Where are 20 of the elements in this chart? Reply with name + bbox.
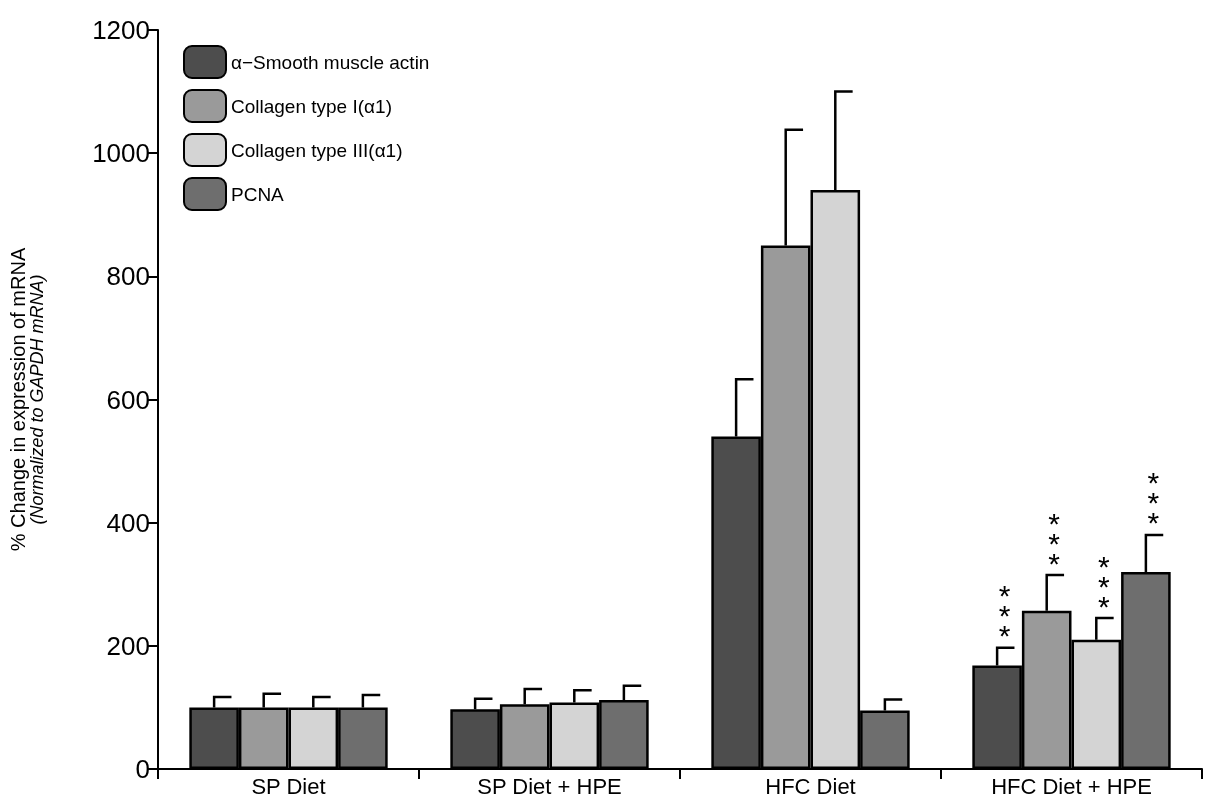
legend-label: Collagen type III(α1) [231,139,403,161]
x-tick-label: HFC Diet + HPE [991,773,1152,799]
annotation: *** [998,579,1011,653]
x-tick-label: HFC Diet [765,773,856,799]
y-tick-label: 400 [106,507,150,538]
y-tick-label: 1200 [92,15,150,45]
y-tick-label: 600 [106,384,150,415]
y-tick-label: 1000 [92,138,150,169]
legend-label: Collagen type I(α1) [231,95,392,117]
x-tick-label: SP Diet + HPE [477,773,622,799]
annotation: *** [1097,549,1110,623]
y-tick-label: 200 [106,630,150,661]
y-tick-label: 800 [106,261,150,292]
annotation: *** [1048,506,1061,580]
y-tick-label: 0 [135,754,150,784]
x-tick-label: SP Diet [251,773,326,799]
legend-label: PCNA [231,183,285,205]
annotation: *** [1147,466,1160,540]
y-axis-title: % Change in expression of mRNA (Normalized to GAPDH mRNA) [7,247,47,552]
legend-label: α−Smooth muscle actin [231,51,430,73]
